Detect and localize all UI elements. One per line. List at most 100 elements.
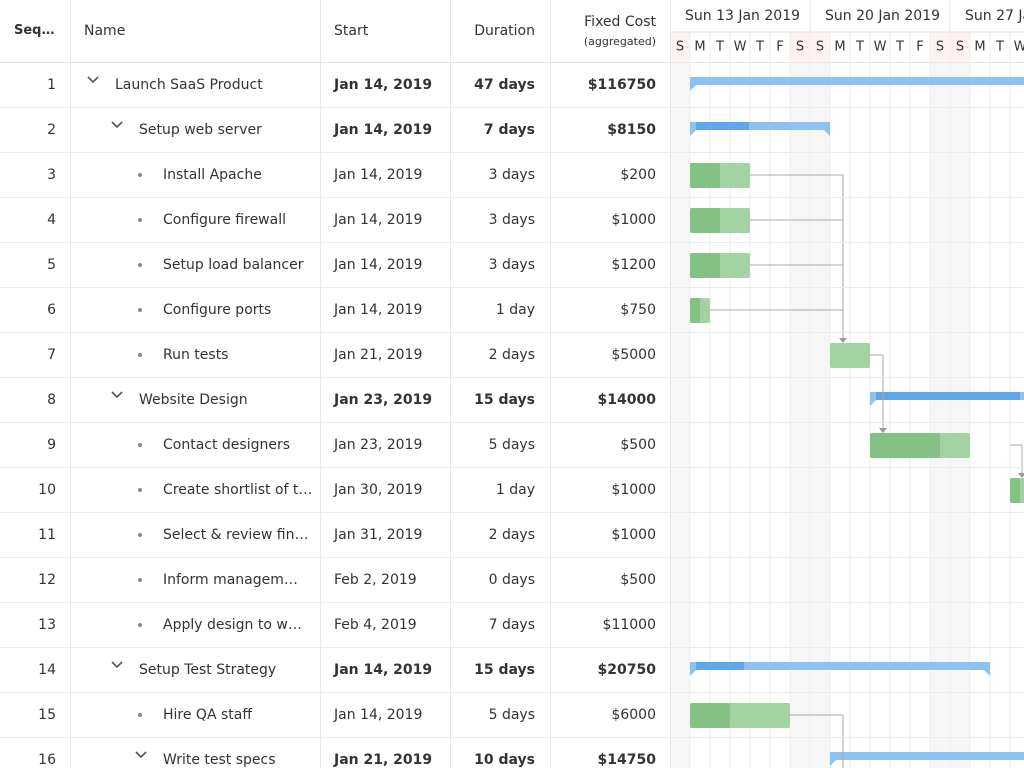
duration-cell: 47 days (474, 77, 535, 93)
day-label: T (755, 40, 764, 55)
duration-cell: 7 days (488, 617, 535, 633)
bullet (138, 578, 142, 582)
start-cell: Jan 14, 2019 (334, 122, 433, 138)
weekend-header (950, 32, 970, 63)
start-cell: Feb 4, 2019 (334, 617, 417, 633)
name-cell[interactable]: Run tests (163, 347, 229, 363)
expand-toggle[interactable] (110, 387, 124, 401)
seq-cell: 1 (47, 77, 56, 93)
bullet (138, 713, 142, 717)
bullet (138, 623, 142, 627)
cost-cell: $1000 (611, 482, 656, 498)
name-cell[interactable]: Install Apache (163, 167, 262, 183)
name-header[interactable]: Name (84, 23, 126, 39)
expand-toggle[interactable] (110, 657, 124, 671)
seq-cell: 14 (38, 662, 56, 678)
cost-cell: $750 (620, 302, 656, 318)
name-cell[interactable]: Configure firewall (163, 212, 286, 228)
task-progress (690, 253, 720, 278)
day-label: S (936, 40, 944, 55)
row-divider (0, 602, 1024, 603)
row-divider (0, 107, 1024, 108)
name-cell[interactable]: Setup load balancer (163, 257, 304, 273)
cost-header[interactable]: Fixed Cost (584, 14, 656, 30)
start-cell: Jan 14, 2019 (334, 707, 423, 723)
duration-cell: 15 days (474, 662, 535, 678)
task-progress (1010, 478, 1020, 503)
name-cell[interactable]: Select & review fin… (163, 527, 309, 543)
cost-cell: $14750 (597, 752, 656, 768)
seq-cell: 2 (47, 122, 56, 138)
name-cell[interactable]: Setup Test Strategy (139, 662, 277, 678)
seq-header[interactable]: Seq… (14, 23, 55, 38)
weekend-shade (670, 63, 690, 768)
name-cell[interactable]: Configure ports (163, 302, 272, 318)
column-divider (450, 0, 451, 768)
weekend-header (790, 32, 810, 63)
summary-cap (690, 77, 696, 91)
day-label: F (776, 40, 783, 55)
name-cell[interactable]: Contact designers (163, 437, 291, 453)
header-bottom (0, 62, 1024, 63)
seq-cell: 16 (38, 752, 56, 768)
seq-cell: 12 (38, 572, 56, 588)
day-label: T (995, 40, 1004, 55)
duration-cell: 5 days (488, 707, 535, 723)
dependency-arrow (839, 338, 847, 343)
duration-cell: 1 day (495, 302, 535, 318)
bullet (138, 263, 142, 267)
task-bar (830, 343, 870, 368)
column-divider (670, 0, 671, 768)
name-cell[interactable]: Create shortlist of t… (163, 482, 313, 498)
cost-cell: $1200 (611, 257, 656, 273)
duration-cell: 7 days (483, 122, 535, 138)
day-label: S (796, 40, 804, 55)
cost-cell: $1000 (611, 527, 656, 543)
duration-cell: 3 days (488, 212, 535, 228)
cost-cell: $8150 (607, 122, 656, 138)
cost-cell: $14000 (597, 392, 656, 408)
dependency-arrow (879, 428, 887, 433)
row-divider (0, 737, 1024, 738)
start-cell: Jan 14, 2019 (334, 77, 433, 93)
week-label: Sun 13 Jan 2019 (685, 8, 800, 24)
summary-bar (690, 122, 830, 130)
name-cell[interactable]: Write test specs (163, 752, 276, 768)
column-divider (320, 0, 321, 768)
task-progress (870, 433, 940, 458)
day-label: M (694, 40, 705, 55)
expand-toggle[interactable] (86, 72, 100, 86)
expand-toggle[interactable] (134, 747, 148, 761)
duration-cell: 15 days (474, 392, 535, 408)
start-cell: Jan 14, 2019 (334, 662, 433, 678)
summary-bar (690, 77, 1024, 85)
seq-cell: 10 (38, 482, 56, 498)
duration-header[interactable]: Duration (474, 23, 535, 39)
weekend-header (930, 32, 950, 63)
name-cell[interactable]: Website Design (139, 392, 248, 408)
seq-cell: 3 (47, 167, 56, 183)
column-divider (550, 0, 551, 768)
name-cell[interactable]: Hire QA staff (163, 707, 252, 723)
start-cell: Jan 14, 2019 (334, 257, 423, 273)
cost-cell: $5000 (611, 347, 656, 363)
bullet (138, 488, 142, 492)
row-divider (0, 152, 1024, 153)
cost-cell: $20750 (597, 662, 656, 678)
weekend-header (810, 32, 830, 63)
day-label: W (734, 40, 747, 55)
duration-cell: 5 days (488, 437, 535, 453)
column-divider (70, 0, 71, 768)
start-header[interactable]: Start (334, 23, 369, 39)
name-cell[interactable]: Setup web server (139, 122, 262, 138)
name-cell[interactable]: Launch SaaS Product (115, 77, 263, 93)
dependency-line (790, 714, 844, 768)
name-cell[interactable]: Inform managem… (163, 572, 298, 588)
duration-cell: 10 days (474, 752, 535, 768)
seq-cell: 9 (47, 437, 56, 453)
week-label: Sun 27 Jan 2019 (965, 8, 1024, 24)
name-cell[interactable]: Apply design to w… (163, 617, 302, 633)
seq-cell: 5 (47, 257, 56, 273)
expand-toggle[interactable] (110, 117, 124, 131)
start-cell: Jan 14, 2019 (334, 302, 423, 318)
